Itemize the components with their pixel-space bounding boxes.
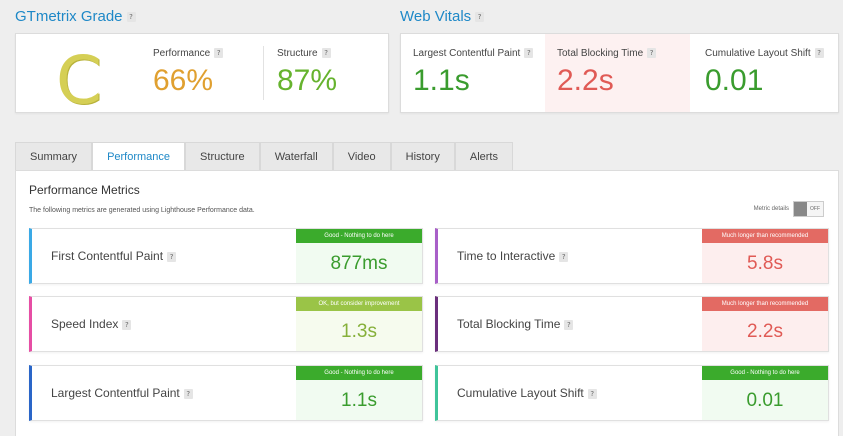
metric-details-toggle[interactable]: OFF (793, 201, 824, 217)
tab-performance[interactable]: Performance (92, 142, 186, 171)
help-icon[interactable]: ? (524, 48, 534, 59)
vital-cls: Cumulative Layout Shift? 0.01 (691, 34, 838, 112)
vital-lcp-label: Largest Contentful Paint? (413, 48, 534, 59)
help-icon[interactable]: ? (183, 388, 193, 399)
metric-details-control: Metric details OFF (754, 201, 824, 217)
metric-result: Good - Nothing to do here 877ms (296, 229, 422, 283)
web-vitals-card: Largest Contentful Paint? 1.1s Total Blo… (400, 33, 839, 113)
metric-result: Much longer than recommended 2.2s (702, 297, 828, 351)
help-icon[interactable]: ? (167, 251, 177, 262)
performance-panel: Performance Metrics The following metric… (15, 170, 839, 436)
tab-history[interactable]: History (390, 142, 455, 171)
help-icon[interactable]: ? (475, 12, 485, 23)
help-icon[interactable]: ? (122, 319, 132, 330)
performance-metrics-subtitle: The following metrics are generated usin… (29, 207, 255, 214)
report-tabs: Summary Performance Structure Waterfall … (15, 142, 513, 171)
metric-name: Time to Interactive? (457, 249, 569, 263)
metric-value: 0.01 (746, 390, 784, 411)
vital-tbt: Total Blocking Time? 2.2s (545, 34, 690, 112)
grade-card: C Performance? 66% Structure? 87% (15, 33, 389, 119)
metric-card-total-blocking-time[interactable]: Total Blocking Time? Much longer than re… (435, 296, 829, 352)
performance-value: 66% (153, 64, 214, 97)
metric-card-time-to-interactive[interactable]: Time to Interactive? Much longer than re… (435, 228, 829, 284)
toggle-knob (794, 202, 807, 216)
metric-name: Speed Index? (51, 317, 132, 331)
status-badge: Much longer than recommended (702, 229, 828, 243)
structure-value: 87% (277, 64, 338, 97)
vital-cls-value: 0.01 (705, 64, 764, 97)
performance-label: Performance? (153, 48, 224, 59)
tab-video[interactable]: Video (332, 142, 391, 171)
metric-result: Much longer than recommended 5.8s (702, 229, 828, 283)
tab-structure[interactable]: Structure (185, 142, 260, 171)
help-icon[interactable]: ? (214, 48, 224, 59)
metric-card-largest-contentful-paint[interactable]: Largest Contentful Paint? Good - Nothing… (29, 365, 423, 421)
metric-value: 877ms (330, 253, 388, 274)
status-badge: Much longer than recommended (702, 297, 828, 311)
metric-result: OK, but consider improvement 1.3s (296, 297, 422, 351)
tab-alerts[interactable]: Alerts (454, 142, 513, 171)
metric-result: Good - Nothing to do here 0.01 (702, 366, 828, 420)
help-icon[interactable]: ? (564, 319, 574, 330)
metric-card-cumulative-layout-shift[interactable]: Cumulative Layout Shift? Good - Nothing … (435, 365, 829, 421)
metric-card-first-contentful-paint[interactable]: First Contentful Paint? Good - Nothing t… (29, 228, 423, 284)
metric-details-label: Metric details (753, 206, 789, 212)
metric-name: Largest Contentful Paint? (51, 386, 193, 400)
help-icon[interactable]: ? (587, 388, 597, 399)
vital-lcp-value: 1.1s (413, 64, 470, 97)
tab-waterfall[interactable]: Waterfall (259, 142, 333, 171)
help-icon[interactable]: ? (647, 48, 657, 59)
help-icon[interactable]: ? (126, 12, 136, 23)
help-icon[interactable]: ? (559, 251, 569, 262)
vital-tbt-value: 2.2s (557, 64, 614, 97)
metric-value: 2.2s (747, 321, 783, 342)
performance-metrics-title: Performance Metrics (29, 183, 140, 197)
gtmetrix-grade-title: GTmetrix Grade? (15, 8, 136, 25)
grade-letter: C (56, 42, 103, 119)
metric-value: 1.1s (341, 390, 377, 411)
help-icon[interactable]: ? (321, 48, 331, 59)
divider (263, 46, 264, 100)
web-vitals-title: Web Vitals? (400, 8, 485, 25)
metric-value: 5.8s (747, 253, 783, 274)
vital-cls-label: Cumulative Layout Shift? (705, 48, 824, 59)
vital-lcp: Largest Contentful Paint? 1.1s (401, 34, 544, 112)
help-icon[interactable]: ? (814, 48, 824, 59)
metric-value: 1.3s (341, 321, 377, 342)
tab-summary[interactable]: Summary (15, 142, 93, 171)
metric-name: Cumulative Layout Shift? (457, 386, 597, 400)
status-badge: Good - Nothing to do here (296, 229, 422, 243)
toggle-off-label: OFF (810, 206, 820, 212)
status-badge: OK, but consider improvement (296, 297, 422, 311)
metric-card-speed-index[interactable]: Speed Index? OK, but consider improvemen… (29, 296, 423, 352)
metric-result: Good - Nothing to do here 1.1s (296, 366, 422, 420)
metric-name: Total Blocking Time? (457, 317, 574, 331)
metric-name: First Contentful Paint? (51, 249, 177, 263)
structure-label: Structure? (277, 48, 331, 59)
status-badge: Good - Nothing to do here (702, 366, 828, 380)
vital-tbt-label: Total Blocking Time? (557, 48, 657, 59)
status-badge: Good - Nothing to do here (296, 366, 422, 380)
